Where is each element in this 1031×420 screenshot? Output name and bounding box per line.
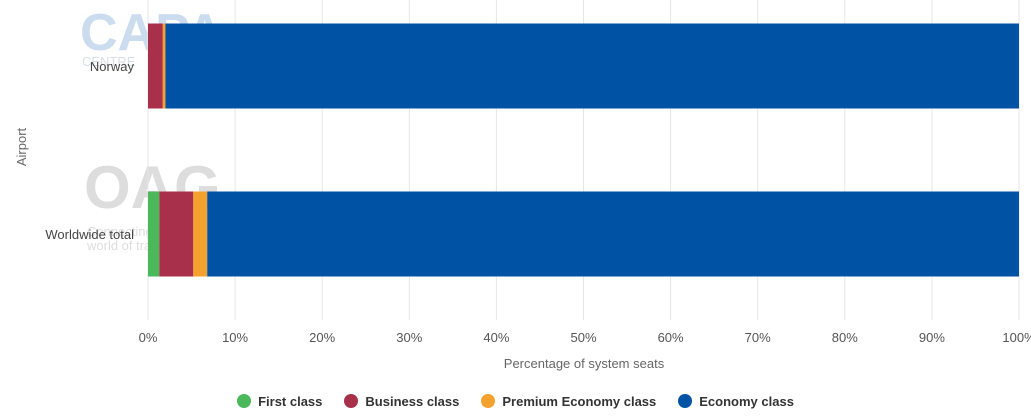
legend-label: Business class: [365, 393, 460, 409]
category-label: Norway: [90, 59, 135, 74]
watermark-capa-sub: CENTRE: [82, 54, 136, 69]
x-tick-label: 10%: [222, 330, 248, 345]
y-axis-title: Airport: [14, 127, 29, 166]
bars: [148, 23, 1020, 277]
bar-segment[interactable]: [193, 191, 208, 277]
x-tick-label: 40%: [483, 330, 509, 345]
x-tick-label: 70%: [745, 330, 771, 345]
legend-item[interactable]: First class: [237, 394, 322, 409]
x-tick-label: 30%: [396, 330, 422, 345]
legend-marker-icon: [237, 394, 252, 408]
legend-label: First class: [258, 393, 323, 409]
legend-item[interactable]: Business class: [344, 394, 459, 409]
legend-marker-icon: [678, 394, 693, 408]
legend-label: Premium Economy class: [502, 393, 657, 409]
x-tick-label: 100%: [1002, 330, 1031, 345]
category-labels: Norway Worldwide total: [45, 59, 134, 242]
bar-segment[interactable]: [165, 23, 1020, 109]
x-tick-label: 90%: [919, 330, 945, 345]
bar-segment[interactable]: [148, 23, 163, 109]
legend-item[interactable]: Premium Economy class: [481, 394, 656, 409]
legend-item[interactable]: Economy class: [678, 394, 794, 409]
bar-segment[interactable]: [159, 191, 194, 277]
x-tick-label: 60%: [658, 330, 684, 345]
legend-marker-icon: [481, 394, 496, 408]
bar-segment[interactable]: [148, 191, 160, 277]
bar-segment[interactable]: [162, 23, 166, 109]
x-tick-label: 50%: [570, 330, 596, 345]
x-tick-label: 80%: [832, 330, 858, 345]
bar-segment[interactable]: [207, 191, 1019, 277]
legend: First class Business class Premium Economy…: [0, 390, 1031, 412]
category-label: Worldwide total: [45, 227, 134, 242]
x-tick-label: 20%: [309, 330, 335, 345]
x-axis-title: Percentage of system seats: [504, 356, 665, 371]
x-tick-label: 0%: [139, 330, 158, 345]
legend-label: Economy class: [699, 393, 794, 409]
legend-marker-icon: [344, 394, 359, 408]
x-axis-ticks: 0% 10% 20% 30% 40% 50% 60% 70% 80% 90% 100%: [139, 330, 1031, 345]
